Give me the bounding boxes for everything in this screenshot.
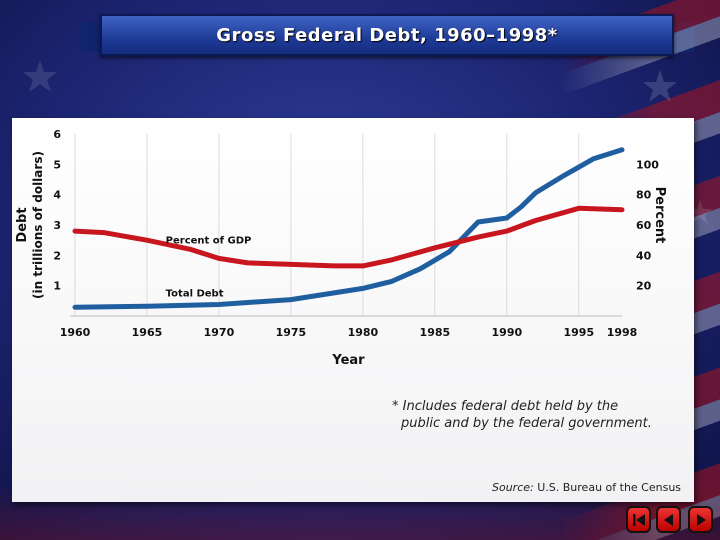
x-tick-label: 1995 xyxy=(564,326,595,339)
y-right-tick-label: 60 xyxy=(636,219,652,232)
source-label: Source: xyxy=(492,481,534,494)
y-right-tick-label: 40 xyxy=(636,249,652,262)
axis-layer: 1960 1965 1970 1975 1980 1985 1990 1995 1998 1 2 3 4… xyxy=(15,128,667,368)
series-line xyxy=(72,147,625,310)
source-note: Source: U.S. Bureau of the Census xyxy=(492,481,681,494)
footnote-line-1: * Includes federal debt held by the xyxy=(392,399,619,414)
footnote: * Includes federal debt held by the publ… xyxy=(392,398,682,432)
y-left-axis-title: Debt xyxy=(15,207,30,242)
x-tick-label: 1960 xyxy=(60,326,91,339)
y-left-tick-label: 5 xyxy=(53,158,61,171)
x-tick-label: 1998 xyxy=(607,326,638,339)
x-tick-label: 1980 xyxy=(348,326,379,339)
label-layer: Percent of GDP Total Debt xyxy=(166,235,252,299)
line-chart: 1960 1965 1970 1975 1980 1985 1990 1995 1998 1 2 3 4… xyxy=(15,128,667,368)
annotation-total-debt: Total Debt xyxy=(166,288,224,299)
y-left-tick-label: 3 xyxy=(53,219,61,232)
annotation-percent-of-gdp: Percent of GDP xyxy=(166,235,252,246)
y-right-tick-label: 80 xyxy=(636,189,652,202)
y-right-tick-label: 100 xyxy=(636,158,659,171)
previous-icon xyxy=(663,513,673,526)
skip-to-first-icon xyxy=(632,513,645,526)
chart-title: Gross Federal Debt, 1960–1998* xyxy=(216,24,558,46)
next-icon xyxy=(696,513,706,526)
series-line xyxy=(72,205,625,269)
y-right-axis-title: Percent xyxy=(652,187,667,244)
previous-slide-button[interactable] xyxy=(656,506,681,533)
y-left-tick-label: 2 xyxy=(53,249,61,262)
x-tick-label: 1970 xyxy=(204,326,235,339)
x-axis-title: Year xyxy=(331,353,365,368)
y-left-tick-label: 4 xyxy=(53,189,61,202)
title-banner: Gross Federal Debt, 1960–1998* xyxy=(80,14,694,56)
next-slide-button[interactable] xyxy=(688,506,713,533)
y-left-tick-label: 1 xyxy=(53,280,61,293)
x-tick-label: 1990 xyxy=(492,326,523,339)
source-text: U.S. Bureau of the Census xyxy=(537,481,682,494)
series-layer xyxy=(72,147,625,310)
first-slide-button[interactable] xyxy=(626,506,651,533)
y-left-tick-label: 6 xyxy=(53,128,61,141)
footnote-line-2: public and by the federal government. xyxy=(401,416,652,431)
y-left-axis-subtitle: (in trillions of dollars) xyxy=(31,151,45,299)
x-tick-label: 1975 xyxy=(276,326,307,339)
grid-layer xyxy=(74,134,580,316)
x-tick-label: 1985 xyxy=(420,326,451,339)
x-tick-label: 1965 xyxy=(132,326,163,339)
chart-panel: 1960 1965 1970 1975 1980 1985 1990 1995 1998 1 2 3 4… xyxy=(12,118,694,502)
y-right-tick-label: 20 xyxy=(636,280,652,293)
